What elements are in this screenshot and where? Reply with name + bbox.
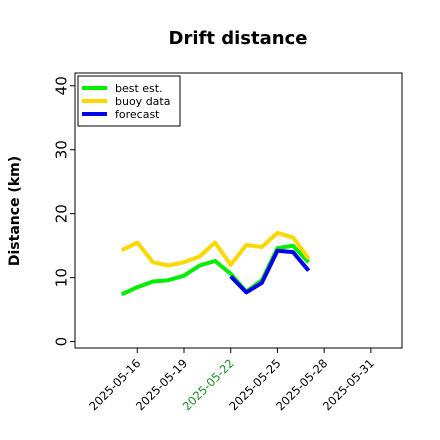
plot-frame [74, 72, 403, 349]
y-tick-label: 40 [52, 76, 70, 95]
series-line-buoy-data [120, 230, 311, 268]
legend-label: forecast [115, 108, 160, 121]
y-tick-label: 30 [52, 140, 70, 159]
series-line-best-est- [120, 243, 311, 297]
chart-title: Drift distance [169, 28, 308, 49]
y-axis: 0 10 20 30 40 [52, 76, 75, 346]
y-tick-label: 20 [52, 204, 70, 223]
y-tick-label: 10 [52, 268, 70, 287]
legend-label: best est. [115, 82, 163, 95]
x-axis: 2025-05-162025-05-192025-05-222025-05-25… [86, 348, 377, 413]
y-axis-label: Distance (km) [7, 156, 23, 266]
series-line-forecast [229, 248, 311, 295]
series-lines [120, 230, 311, 297]
legend-label: buoy data [115, 95, 170, 108]
y-tick-label: 0 [52, 337, 70, 347]
